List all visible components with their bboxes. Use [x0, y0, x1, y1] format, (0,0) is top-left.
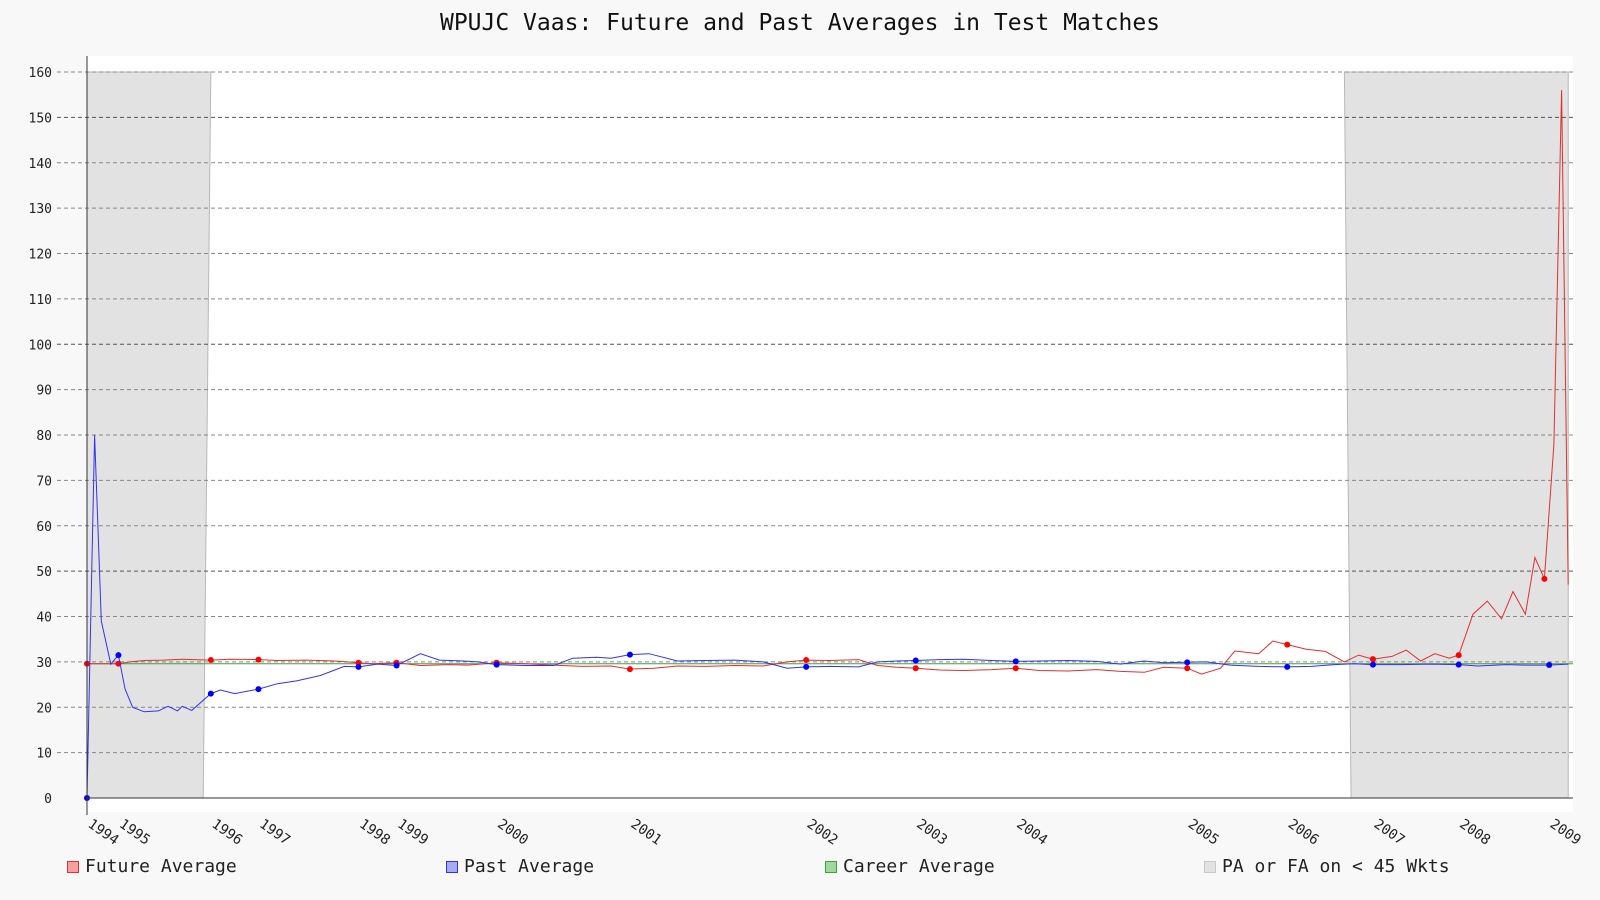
x-tick-label-1999: 1999 — [394, 816, 431, 848]
legend: Future Average Past Average Career Average… — [0, 856, 1600, 886]
legend-label: Past Average — [464, 856, 595, 877]
past-average-point-11 — [1184, 659, 1191, 666]
y-tick-label-150: 150 — [29, 111, 52, 126]
x-tick-label-2002: 2002 — [804, 816, 841, 848]
past-average-point-8 — [803, 663, 810, 670]
past-average-point-13 — [1369, 661, 1376, 668]
y-tick-label-160: 160 — [29, 66, 52, 81]
future-average-point-11 — [1184, 665, 1191, 672]
y-tick-label-10: 10 — [36, 747, 52, 762]
legend-item-pa-or-fa-on-45-wkts: PA or FA on < 45 Wkts — [1204, 856, 1450, 877]
future-average-point-15 — [1541, 575, 1548, 582]
y-tick-label-120: 120 — [29, 248, 52, 263]
x-tick-label-2004: 2004 — [1013, 816, 1050, 848]
y-tick-label-140: 140 — [29, 157, 52, 172]
legend-swatch — [67, 860, 79, 873]
y-tick-label-110: 110 — [29, 293, 52, 308]
past-average-point-3 — [255, 686, 262, 693]
x-tick-label-2009: 2009 — [1547, 816, 1584, 848]
y-tick-label-40: 40 — [36, 611, 52, 626]
past-average-point-10 — [1012, 658, 1019, 665]
future-average-point-7 — [626, 666, 633, 673]
past-average-point-6 — [493, 661, 500, 668]
future-average-point-10 — [1012, 665, 1019, 672]
past-average-point-15 — [1546, 662, 1553, 669]
x-tick-label-2007: 2007 — [1371, 816, 1408, 848]
past-average-point-5 — [393, 662, 400, 669]
future-average-line — [87, 90, 1569, 675]
x-tick-label-1997: 1997 — [256, 816, 293, 848]
y-tick-label-80: 80 — [36, 429, 52, 444]
legend-item-future-average: Future Average — [67, 856, 237, 877]
legend-item-career-average: Career Average — [825, 856, 995, 877]
y-tick-label-20: 20 — [36, 701, 52, 716]
past-average-point-7 — [626, 651, 633, 658]
series-layer — [84, 90, 1569, 801]
future-average-point-8 — [803, 657, 810, 664]
x-tick-label-2005: 2005 — [1185, 816, 1222, 848]
gridlines — [57, 71, 1573, 754]
past-average-point-14 — [1455, 661, 1462, 668]
legend-swatch — [1204, 860, 1216, 873]
legend-label: Future Average — [85, 856, 237, 877]
y-tick-label-100: 100 — [29, 338, 52, 353]
x-tick-label-1995: 1995 — [116, 816, 153, 848]
x-tick-label-1998: 1998 — [356, 816, 393, 848]
future-average-point-14 — [1455, 652, 1462, 659]
y-tick-label-50: 50 — [36, 565, 52, 580]
past-average-point-1 — [115, 652, 122, 659]
legend-swatch — [825, 860, 837, 873]
future-average-point-2 — [207, 657, 214, 664]
x-tick-label-1996: 1996 — [209, 816, 246, 848]
x-tick-label-2008: 2008 — [1456, 816, 1493, 848]
past-average-line — [86, 434, 1569, 799]
past-average-point-9 — [912, 657, 919, 664]
x-tick-label-2003: 2003 — [913, 816, 950, 848]
legend-label: Career Average — [843, 856, 995, 877]
future-average-point-3 — [255, 656, 262, 663]
x-tick-label-1994: 1994 — [85, 816, 122, 848]
past-average-point-12 — [1284, 663, 1291, 670]
x-tick-label-2000: 2000 — [494, 816, 531, 848]
past-average-point-4 — [355, 663, 362, 670]
axes — [86, 56, 1573, 815]
future-average-point-9 — [912, 665, 919, 672]
y-tick-label-60: 60 — [36, 520, 52, 535]
future-average-point-13 — [1369, 656, 1376, 663]
legend-swatch — [446, 860, 458, 873]
y-tick-labels: 0 10 20 30 40 50 60 70 80 90 100 110 120 130 140 150 160 — [29, 66, 52, 807]
x-tick-label-2006: 2006 — [1285, 816, 1322, 848]
y-tick-label-90: 90 — [36, 384, 52, 399]
chart-title: WPUJC Vaas: Future and Past Averages in … — [439, 10, 1161, 36]
x-tick-label-2001: 2001 — [628, 816, 665, 848]
y-tick-label-130: 130 — [29, 202, 52, 217]
y-tick-label-30: 30 — [36, 656, 52, 671]
future-average-point-12 — [1284, 641, 1291, 648]
y-tick-label-0: 0 — [44, 792, 52, 807]
legend-label: PA or FA on < 45 Wkts — [1222, 856, 1450, 877]
past-average-point-2 — [207, 690, 214, 697]
legend-item-past-average: Past Average — [446, 856, 594, 877]
plot-background — [87, 56, 1573, 812]
y-tick-label-70: 70 — [36, 474, 52, 489]
